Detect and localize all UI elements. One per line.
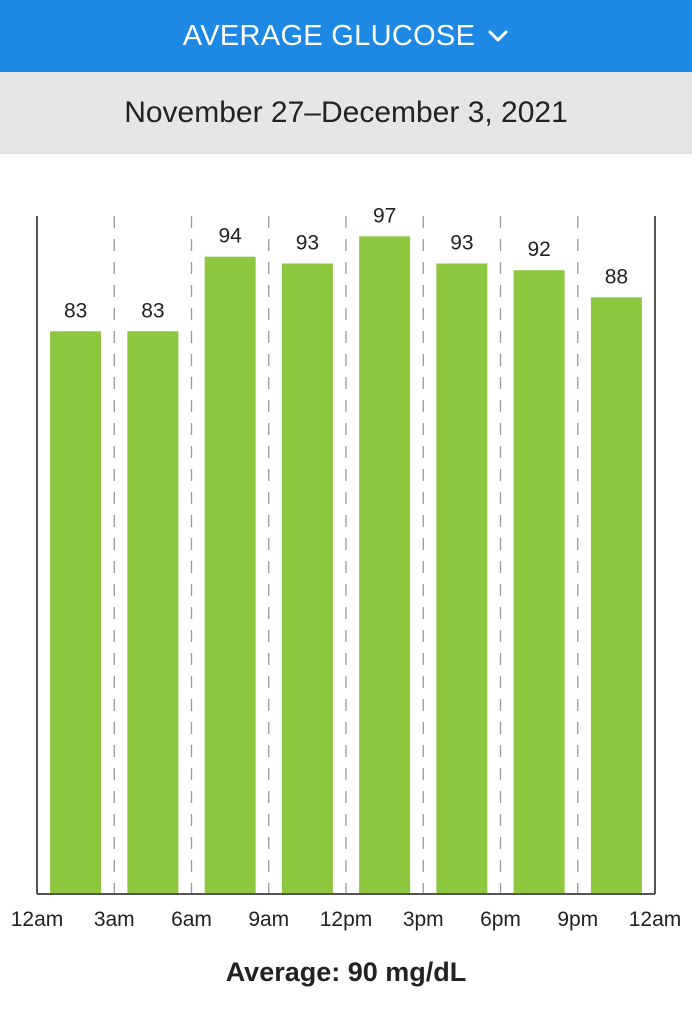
date-range-label: November 27–December 3, 2021 (124, 96, 568, 129)
x-tick-label-8: 12am (629, 908, 682, 931)
bar-4 (359, 236, 411, 895)
bar-1 (127, 331, 179, 894)
x-tick-label-5: 3pm (403, 908, 444, 931)
metric-title: AVERAGE GLUCOSE (182, 19, 476, 52)
date-range-bar: November 27–December 3, 2021 (0, 72, 692, 154)
bar-6 (513, 270, 565, 894)
x-tick-label-0: 12am (11, 908, 64, 931)
data-label-3: 93 (296, 231, 319, 254)
x-tick-label-1: 3am (94, 908, 135, 931)
average-value: 90 mg/dL (347, 956, 467, 987)
bar-2 (204, 256, 256, 894)
data-label-1: 83 (141, 299, 164, 322)
bar-0 (50, 331, 102, 894)
x-tick-label-7: 9pm (557, 908, 598, 931)
data-label-4: 97 (373, 204, 396, 227)
data-label-7: 88 (605, 265, 628, 288)
bar-3 (281, 263, 333, 895)
bar-5 (436, 263, 488, 895)
data-label-0: 83 (64, 299, 87, 322)
metric-selector[interactable]: AVERAGE GLUCOSE (0, 0, 692, 72)
data-label-5: 93 (450, 231, 473, 254)
average-label: Average: (225, 956, 341, 987)
x-tick-label-4: 12pm (320, 908, 373, 931)
x-tick-label-3: 9am (248, 908, 289, 931)
chevron-down-icon (488, 30, 508, 42)
average-summary: Average: 90 mg/dL (0, 950, 692, 994)
glucose-bar-chart: 83 83 94 93 97 93 92 88 12am 3am 6am 9am 12pm 3pm 6pm 9… (11, 204, 682, 931)
x-tick-label-6: 6pm (480, 908, 521, 931)
x-tick-label-2: 6am (171, 908, 212, 931)
bar-7 (590, 297, 642, 894)
data-label-6: 92 (527, 238, 550, 261)
data-label-2: 94 (218, 225, 242, 248)
